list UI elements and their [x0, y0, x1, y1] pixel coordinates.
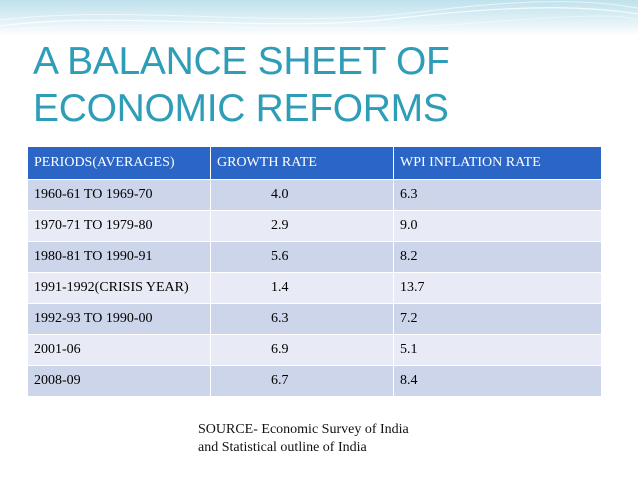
growth-rate-cell: 6.3	[210, 303, 394, 335]
source-line-2: and Statistical outline of India	[198, 440, 367, 455]
period-cell: 1970-71 TO 1979-80	[27, 210, 211, 242]
period-cell: 1960-61 TO 1969-70	[27, 179, 211, 211]
inflation-rate-cell: 9.0	[393, 210, 602, 242]
growth-rate-cell: 4.0	[210, 179, 394, 211]
inflation-rate-cell: 7.2	[393, 303, 602, 335]
decorative-header-band	[0, 0, 638, 36]
slide-title: A BALANCE SHEET OF ECONOMIC REFORMS	[33, 40, 450, 130]
economic-reforms-table: PERIODS(AVERAGES) GROWTH RATE WPI INFLAT…	[27, 146, 602, 397]
inflation-rate-cell: 13.7	[393, 272, 602, 304]
inflation-rate-cell: 8.4	[393, 365, 602, 397]
period-cell: 2008-09	[27, 365, 211, 397]
period-cell: 1992-93 TO 1990-00	[27, 303, 211, 335]
growth-rate-cell: 5.6	[210, 241, 394, 273]
table-row: 1992-93 TO 1990-00 6.3 7.2	[27, 303, 602, 335]
inflation-rate-cell: 8.2	[393, 241, 602, 273]
column-header-wpi-inflation: WPI INFLATION RATE	[393, 146, 602, 180]
table-header-row: PERIODS(AVERAGES) GROWTH RATE WPI INFLAT…	[27, 146, 602, 180]
column-header-growth-rate: GROWTH RATE	[210, 146, 394, 180]
growth-rate-cell: 6.7	[210, 365, 394, 397]
growth-rate-cell: 1.4	[210, 272, 394, 304]
table-row: 2001-06 6.9 5.1	[27, 334, 602, 366]
table-row: 1960-61 TO 1969-70 4.0 6.3	[27, 179, 602, 211]
wave-decoration	[0, 1, 638, 31]
growth-rate-cell: 2.9	[210, 210, 394, 242]
source-note: SOURCE- Economic Survey of India and Sta…	[198, 421, 498, 457]
period-cell: 1980-81 TO 1990-91	[27, 241, 211, 273]
inflation-rate-cell: 6.3	[393, 179, 602, 211]
table-row: 1970-71 TO 1979-80 2.9 9.0	[27, 210, 602, 242]
period-cell: 1991-1992(CRISIS YEAR)	[27, 272, 211, 304]
growth-rate-cell: 6.9	[210, 334, 394, 366]
source-line-1: SOURCE- Economic Survey of India	[198, 422, 409, 437]
column-header-periods: PERIODS(AVERAGES)	[27, 146, 211, 180]
table-row: 1991-1992(CRISIS YEAR) 1.4 13.7	[27, 272, 602, 304]
period-cell: 2001-06	[27, 334, 211, 366]
table-row: 1980-81 TO 1990-91 5.6 8.2	[27, 241, 602, 273]
inflation-rate-cell: 5.1	[393, 334, 602, 366]
table-row: 2008-09 6.7 8.4	[27, 365, 602, 397]
